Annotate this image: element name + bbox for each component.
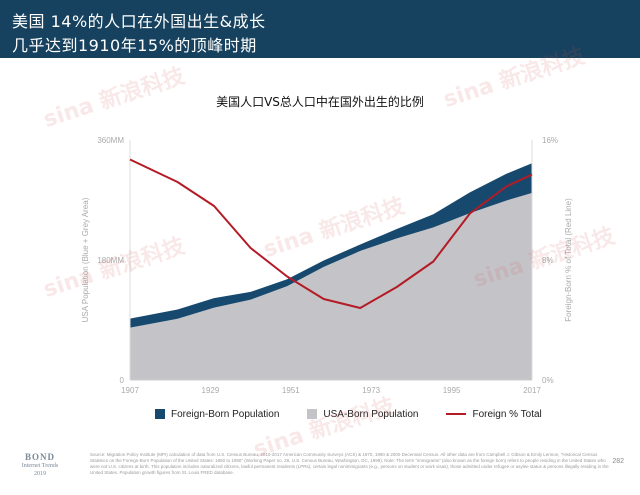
chart-legend: Foreign-Born Population USA-Born Populat… [155,407,570,421]
y-left-tick-label: 360MM [97,136,124,145]
y-left-axis-title: USA Population (Blue + Grey Area) [81,197,90,322]
y-left-tick-label: 180MM [97,256,124,265]
x-tick-label: 1973 [362,386,380,395]
legend-label-foreign-born: Foreign-Born Population [171,408,280,420]
foreign-pct-line [129,158,533,309]
legend-item-foreign-born: Foreign-Born Population [155,409,279,420]
bond-logo-subtitle: Internet Trends [21,463,59,469]
bond-logo: BOND Internet Trends 2019 [10,452,70,478]
y-right-tick-label: 8% [542,256,554,265]
chart-title: 美国人口VS总人口中在国外出生的比例 [216,95,424,109]
usa-born-area [130,192,532,380]
y-right-axis-title: Foreign-Born % of Total (Red Line) [564,198,573,322]
y-left-tick-label: 0 [120,376,125,385]
bond-logo-name: BOND [24,452,55,462]
legend-swatch-foreign-born [155,409,165,419]
slide-header: 美国 14%的人口在外国出生&成长 几乎达到1910年15%的顶峰时期 [0,0,640,58]
y-right-tick-label: 0% [542,376,554,385]
x-tick-label: 1951 [282,386,300,395]
legend-item-usa-born: USA-Born Population [307,409,418,420]
x-tick-label: 2017 [523,386,541,395]
x-tick-label: 1907 [121,386,139,395]
legend-item-foreign-pct: Foreign % Total [446,408,542,420]
slide-title-line-2: 几乎达到1910年15%的顶峰时期 [12,36,257,55]
bond-logo-year: 2019 [34,471,46,477]
page-number: 282 [612,458,624,465]
y-right-tick-label: 16% [542,136,558,145]
legend-swatch-usa-born [307,409,318,419]
x-tick-label: 1995 [443,386,461,395]
legend-swatch-foreign-pct [446,413,467,415]
legend-label-usa-born: USA-Born Population [323,408,419,420]
source-note: Source: Migration Policy Institute (MPI)… [90,452,609,475]
legend-label-foreign-pct: Foreign % Total [472,408,542,420]
slide-title-line-1: 美国 14%的人口在外国出生&成长 [12,12,266,31]
x-tick-label: 1929 [202,386,220,395]
